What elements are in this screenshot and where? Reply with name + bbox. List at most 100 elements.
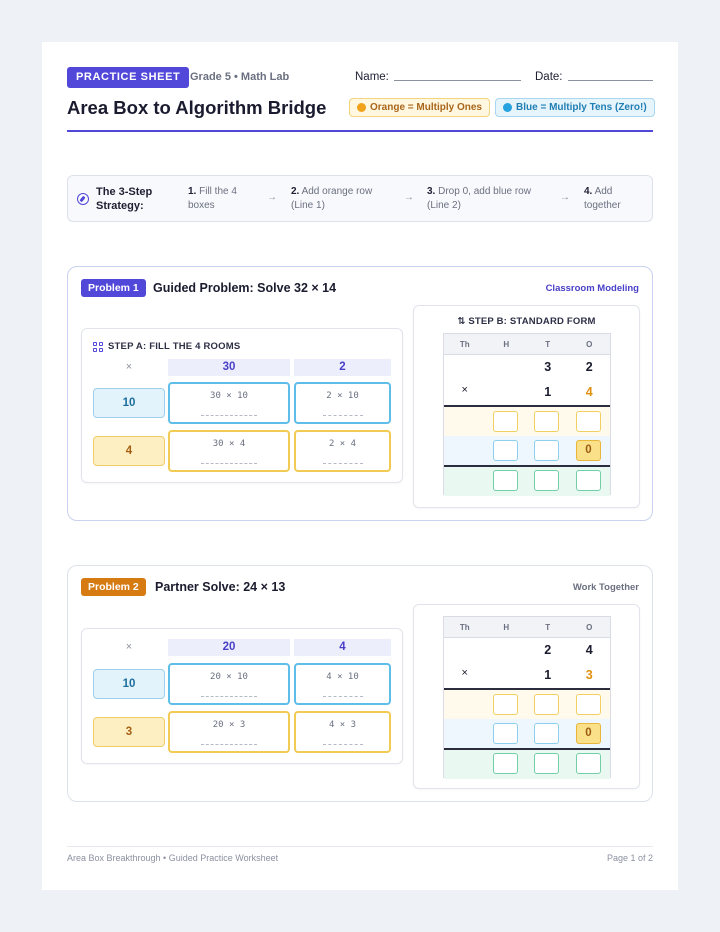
step-b-label: STEP B: STANDARD FORM [468, 316, 596, 327]
step-number: 1. [188, 186, 197, 197]
blue-dot-icon [503, 103, 512, 112]
area-cell[interactable]: 2 × 10 [294, 382, 391, 424]
strategy-step-4: 4. Add together [584, 185, 644, 213]
top-ones-digit: 2 [585, 360, 593, 374]
step-text: Drop 0, add blue row (Line 2) [427, 186, 531, 211]
bottom-tens-digit: 1 [544, 668, 552, 682]
row-header-ones: 3 [93, 717, 165, 747]
total-row [444, 467, 610, 496]
line-1-row [444, 407, 610, 436]
header-thousands: Th [459, 340, 470, 349]
problem-title: Partner Solve: 24 × 13 [155, 580, 286, 594]
sum-bar [444, 405, 610, 407]
line-1-tens-box[interactable] [534, 411, 559, 432]
line-1-ones-box[interactable] [576, 694, 601, 715]
cell-expression: 2 × 10 [326, 391, 359, 401]
header-tens: T [545, 340, 551, 349]
worksheet-page: PRACTICE SHEET Grade 5 • Math Lab Name: … [42, 42, 678, 890]
line-1-hundreds-box[interactable] [493, 694, 518, 715]
total-ones-box[interactable] [576, 470, 601, 491]
answer-blank [201, 744, 257, 745]
name-label: Name: [355, 71, 389, 83]
total-tens-box[interactable] [534, 470, 559, 491]
legend-blue: Blue = Multiply Tens (Zero!) [495, 98, 655, 117]
area-cell[interactable]: 2 × 4 [294, 430, 391, 472]
strategy-step-3: 3. Drop 0, add blue row (Line 2) [427, 185, 547, 213]
strategy-step-1: 1. Fill the 4 boxes [188, 185, 254, 213]
line-2-row: 0 [444, 436, 610, 465]
cell-expression: 20 × 3 [212, 720, 246, 730]
line-1-row [444, 690, 610, 719]
header-hundreds: H [503, 340, 510, 349]
footer-divider [67, 846, 653, 847]
total-ones-box[interactable] [576, 753, 601, 774]
times-symbol: × [461, 667, 468, 679]
cell-expression: 30 × 10 [210, 391, 248, 401]
problem-1-card: Problem 1 Guided Problem: Solve 32 × 14 … [67, 266, 653, 521]
total-hundreds-box[interactable] [493, 753, 518, 774]
line-2-tens-box[interactable] [534, 723, 559, 744]
step-a-heading: STEP A: FILL THE 4 ROOMS [93, 341, 240, 352]
column-header-ones: 4 [294, 639, 391, 656]
total-bar [444, 748, 610, 750]
arrow-right-icon: → [404, 192, 414, 203]
top-tens-digit: 3 [544, 360, 552, 374]
row-header-ones: 4 [93, 436, 165, 466]
date-label: Date: [535, 71, 563, 83]
cell-expression: 4 × 10 [326, 672, 359, 682]
area-cell[interactable]: 20 × 10 [168, 663, 290, 705]
times-symbol: × [461, 384, 468, 396]
answer-blank [322, 463, 363, 464]
header-ones: O [586, 623, 593, 632]
answer-blank [322, 744, 363, 745]
step-text: Fill the 4 boxes [188, 186, 237, 211]
date-field[interactable] [568, 80, 653, 81]
row-header-tens: 10 [93, 388, 165, 418]
column-header-ones: 2 [294, 359, 391, 376]
total-tens-box[interactable] [534, 753, 559, 774]
legend-orange-label: Orange = Multiply Ones [370, 102, 482, 113]
header-tens: T [545, 623, 551, 632]
column-header-tens: 30 [168, 359, 290, 376]
swap-arrows-icon: ⇅ [457, 316, 466, 327]
line-1-hundreds-box[interactable] [493, 411, 518, 432]
name-field[interactable] [394, 80, 521, 81]
line-2-tens-box[interactable] [534, 440, 559, 461]
arrow-right-icon: → [267, 192, 277, 203]
top-ones-digit: 4 [585, 643, 593, 657]
bottom-ones-digit: 3 [585, 668, 593, 682]
row-header-tens: 10 [93, 669, 165, 699]
header-thousands: Th [459, 623, 470, 632]
problem-badge: Problem 2 [81, 578, 146, 596]
step-a-label: STEP A: FILL THE 4 ROOMS [108, 341, 241, 352]
compass-icon [77, 193, 89, 205]
bottom-ones-digit: 4 [585, 385, 593, 399]
standard-form-panel: Th H T O 2 4 × 1 3 0 [413, 604, 640, 789]
legend-blue-label: Blue = Multiply Tens (Zero!) [516, 102, 647, 113]
area-cell[interactable]: 30 × 4 [168, 430, 290, 472]
area-box-panel: STEP A: FILL THE 4 ROOMS × 30 2 10 4 30 … [81, 328, 403, 483]
line-1-ones-box[interactable] [576, 411, 601, 432]
step-b-heading: ⇅ STEP B: STANDARD FORM [414, 316, 639, 327]
placeholder-zero: 0 [576, 723, 601, 744]
line-2-hundreds-box[interactable] [493, 723, 518, 744]
header-divider [67, 130, 653, 132]
placeholder-zero: 0 [576, 440, 601, 461]
area-cell[interactable]: 20 × 3 [168, 711, 290, 753]
area-cell[interactable]: 4 × 10 [294, 663, 391, 705]
bottom-tens-digit: 1 [544, 385, 552, 399]
cell-expression: 20 × 10 [210, 672, 248, 682]
times-symbol: × [125, 361, 133, 373]
grid-header-row: Th H T O [444, 617, 610, 638]
total-hundreds-box[interactable] [493, 470, 518, 491]
area-cell[interactable]: 4 × 3 [294, 711, 391, 753]
sum-bar [444, 688, 610, 690]
strategy-step-2: 2. Add orange row (Line 1) [291, 185, 387, 213]
times-symbol: × [125, 641, 133, 653]
arrow-right-icon: → [560, 192, 570, 203]
area-cell[interactable]: 30 × 10 [168, 382, 290, 424]
line-1-tens-box[interactable] [534, 694, 559, 715]
line-2-hundreds-box[interactable] [493, 440, 518, 461]
header-ones: O [586, 340, 593, 349]
header-hundreds: H [503, 623, 510, 632]
